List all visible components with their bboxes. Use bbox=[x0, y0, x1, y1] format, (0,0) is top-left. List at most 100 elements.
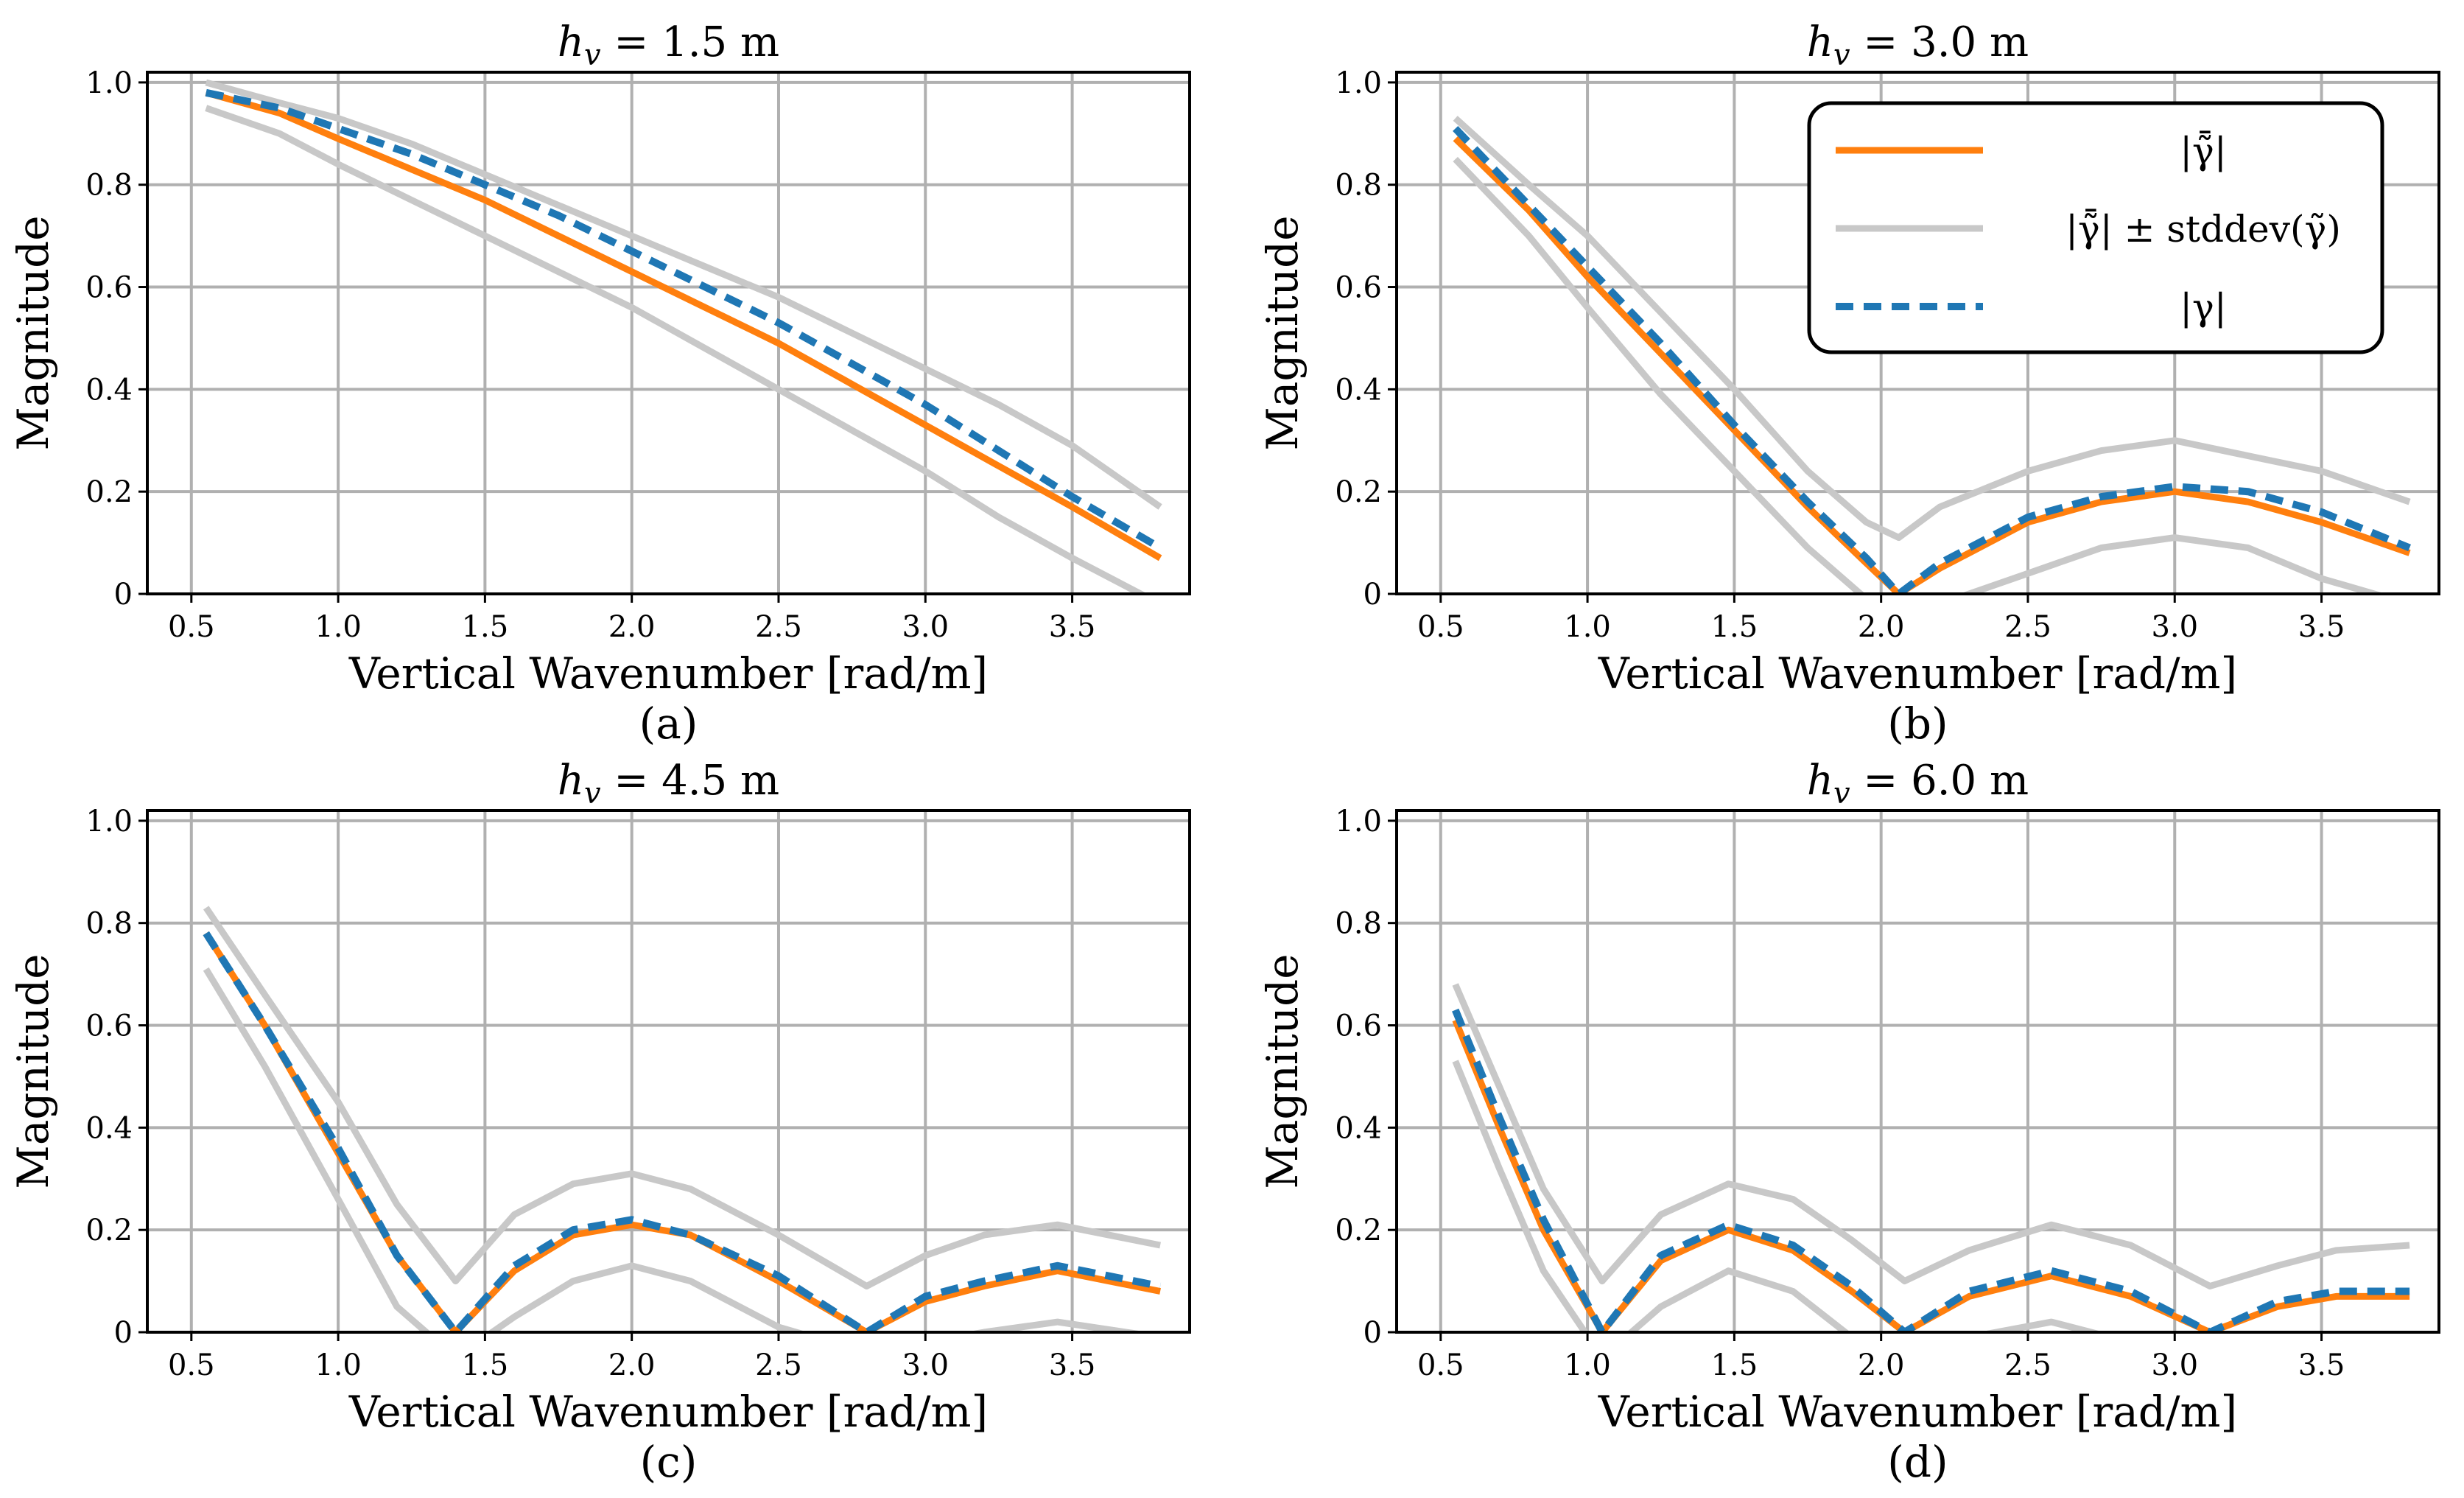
series-line-mean bbox=[1453, 136, 2411, 594]
x-tick-label: 0.5 bbox=[1417, 610, 1464, 644]
series-group bbox=[1452, 983, 2410, 1332]
legend-label-mean: |γ̃̄| bbox=[2180, 130, 2227, 172]
x-tick-label: 1.5 bbox=[462, 1348, 509, 1382]
series-line-lower bbox=[1453, 156, 2387, 594]
title-rest: = 6.0 m bbox=[1850, 757, 2029, 805]
panel-caption: (d) bbox=[1887, 1437, 1948, 1487]
x-tick-label: 2.0 bbox=[608, 610, 656, 644]
x-tick-label: 2.0 bbox=[1858, 1348, 1905, 1382]
series-group bbox=[1453, 116, 2411, 594]
y-tick-label: 0.2 bbox=[85, 1214, 133, 1247]
series-line-theory bbox=[205, 88, 1162, 551]
x-tick-label: 1.0 bbox=[1564, 1348, 1611, 1382]
series-line-upper bbox=[1453, 116, 2411, 542]
y-axis-label: Magnitude bbox=[8, 953, 58, 1189]
x-tick-label: 2.5 bbox=[2004, 610, 2051, 644]
panel-caption: (c) bbox=[640, 1437, 698, 1487]
y-tick-label: 0.8 bbox=[85, 169, 133, 203]
y-tick-label: 0 bbox=[114, 578, 133, 612]
title-variable: h bbox=[1807, 18, 1833, 66]
y-axis-label: Magnitude bbox=[1257, 215, 1308, 450]
series-line-lower bbox=[1452, 1060, 2105, 1332]
series-line-lower bbox=[205, 105, 1148, 594]
y-tick-label: 0.4 bbox=[1335, 1111, 1382, 1145]
axes-frame bbox=[1395, 71, 2440, 595]
panel-b: 0.5 1.0 1.5 2.0 2.5 3.0 3.5 0 0.2 0.4 0.6 0.8 1.0 hv … bbox=[1257, 18, 2440, 749]
title-subscript: v bbox=[584, 38, 601, 72]
x-tick-label: 1.0 bbox=[315, 610, 362, 644]
x-axis-label: Vertical Wavenumber [rad/m] bbox=[1598, 648, 2237, 699]
title-variable: h bbox=[558, 757, 584, 805]
y-tick-label: 0 bbox=[1363, 1316, 1382, 1350]
series-line-theory bbox=[1452, 1008, 2410, 1332]
legend-label-theory: |γ| bbox=[2180, 286, 2227, 329]
axes-frame bbox=[146, 809, 1191, 1334]
x-axis-label: Vertical Wavenumber [rad/m] bbox=[348, 1387, 988, 1437]
y-axis-label: Magnitude bbox=[1257, 953, 1308, 1189]
x-tick-label: 3.0 bbox=[2151, 1348, 2198, 1382]
x-tick-label: 3.0 bbox=[902, 610, 949, 644]
x-tick-label: 3.5 bbox=[1049, 1348, 1096, 1382]
y-tick-label: 1.0 bbox=[85, 805, 133, 839]
x-tick-label: 3.5 bbox=[2298, 610, 2345, 644]
title-rest: = 1.5 m bbox=[601, 18, 779, 66]
panel-caption: (b) bbox=[1887, 699, 1948, 749]
title-subscript: v bbox=[1833, 777, 1850, 811]
x-tick-label: 2.0 bbox=[1858, 610, 1905, 644]
series-line-theory bbox=[1453, 125, 2411, 594]
panel-a: 0.5 1.0 1.5 2.0 2.5 3.0 3.5 0 0.2 0.4 0.6 0.8 1.0 hv … bbox=[8, 18, 1191, 749]
y-tick-label: 0.6 bbox=[85, 1009, 133, 1043]
title-variable: h bbox=[1807, 757, 1833, 805]
y-tick-label: 1.0 bbox=[1335, 66, 1382, 100]
x-tick-label: 1.0 bbox=[315, 1348, 362, 1382]
title-rest: = 3.0 m bbox=[1850, 18, 2029, 66]
series-line-lower bbox=[203, 967, 1149, 1332]
series-line-upper bbox=[205, 79, 1162, 510]
x-tick-label: 3.0 bbox=[902, 1348, 949, 1382]
x-tick-label: 2.5 bbox=[755, 610, 802, 644]
series-line-mean bbox=[1452, 1018, 2410, 1332]
x-tick-label: 0.5 bbox=[168, 610, 215, 644]
title-variable: h bbox=[558, 18, 584, 66]
y-tick-label: 0.8 bbox=[1335, 169, 1382, 203]
y-tick-label: 0.6 bbox=[1335, 1009, 1382, 1043]
x-tick-label: 1.0 bbox=[1564, 610, 1611, 644]
axes-frame bbox=[146, 71, 1191, 595]
y-tick-label: 0.4 bbox=[1335, 373, 1382, 407]
series-group bbox=[203, 906, 1162, 1332]
legend-box bbox=[1807, 101, 2384, 354]
series-line-mean bbox=[205, 89, 1162, 561]
x-tick-label: 2.0 bbox=[608, 1348, 656, 1382]
y-tick-label: 0.2 bbox=[1335, 1214, 1382, 1247]
y-tick-label: 0.6 bbox=[85, 271, 133, 305]
y-axis-label: Magnitude bbox=[8, 215, 58, 450]
chart-title: hv = 3.0 m bbox=[1807, 18, 2029, 72]
y-tick-label: 0.2 bbox=[1335, 475, 1382, 509]
y-tick-label: 0.6 bbox=[1335, 271, 1382, 305]
x-tick-label: 1.5 bbox=[1711, 610, 1758, 644]
series-line-mean bbox=[203, 931, 1161, 1332]
title-subscript: v bbox=[1833, 38, 1850, 72]
x-tick-label: 2.5 bbox=[2004, 1348, 2051, 1382]
panel-c: 0.5 1.0 1.5 2.0 2.5 3.0 3.5 0 0.2 0.4 0.6 0.8 1.0 hv … bbox=[8, 757, 1191, 1487]
y-tick-label: 0.8 bbox=[85, 907, 133, 941]
y-tick-label: 1.0 bbox=[1335, 805, 1382, 839]
x-tick-label: 1.5 bbox=[1711, 1348, 1758, 1382]
series-line-upper bbox=[1452, 983, 2410, 1289]
panel-caption: (a) bbox=[639, 699, 698, 749]
x-tick-label: 0.5 bbox=[168, 1348, 215, 1382]
y-tick-label: 0 bbox=[114, 1316, 133, 1350]
x-tick-label: 3.5 bbox=[1049, 610, 1096, 644]
x-axis-label: Vertical Wavenumber [rad/m] bbox=[1598, 1387, 2237, 1437]
x-tick-label: 3.0 bbox=[2151, 610, 2198, 644]
x-axis-label: Vertical Wavenumber [rad/m] bbox=[348, 648, 988, 699]
title-rest: = 4.5 m bbox=[601, 757, 779, 805]
y-tick-label: 0.2 bbox=[85, 475, 133, 509]
x-tick-label: 0.5 bbox=[1417, 1348, 1464, 1382]
y-tick-label: 0.4 bbox=[85, 373, 133, 407]
title-subscript: v bbox=[584, 777, 601, 811]
chart-title: hv = 6.0 m bbox=[1807, 757, 2029, 811]
series-line-upper bbox=[203, 906, 1161, 1289]
y-tick-label: 1.0 bbox=[85, 66, 133, 100]
